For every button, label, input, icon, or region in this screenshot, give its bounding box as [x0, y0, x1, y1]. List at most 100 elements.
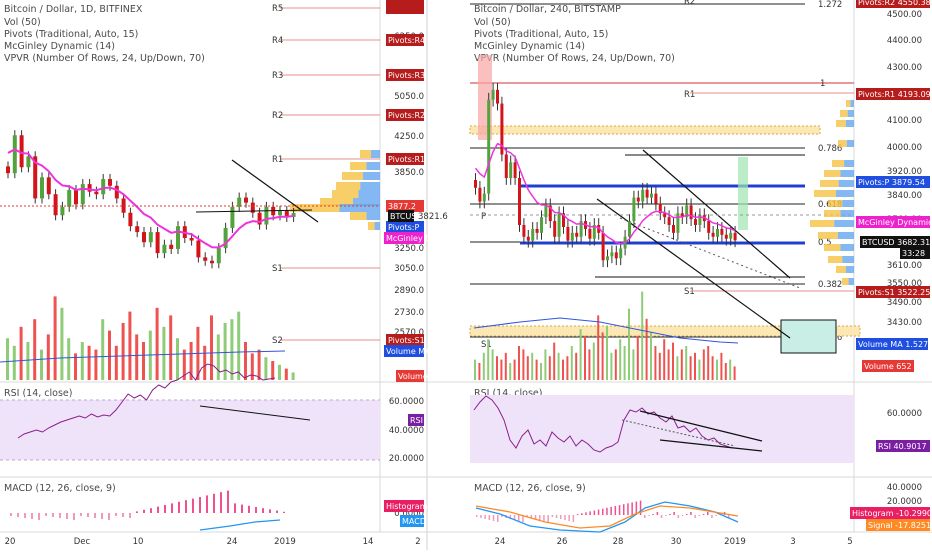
right-demand-zone: [469, 325, 861, 337]
right-macd-histogram-bar: [673, 512, 675, 515]
right-macd-histogram-bar: [589, 511, 591, 515]
right-macd-histogram-bar: [669, 514, 671, 515]
left-rsi-band: [0, 400, 380, 460]
right-candle: [641, 189, 645, 202]
right-volume-bar: [724, 363, 727, 380]
left-candle: [196, 240, 201, 258]
right-candle: [544, 205, 548, 218]
right-volume-bar: [504, 352, 507, 380]
right-candle: [518, 178, 521, 225]
left-time-tick: 20: [5, 537, 16, 547]
right-volume-bar: [592, 342, 595, 380]
right-signal-tag-bg: [866, 519, 930, 531]
left-vpvr-up-bar: [368, 222, 375, 230]
left-vpvr-up-bar: [336, 182, 361, 190]
left-volume-bar: [162, 326, 166, 380]
right-candle: [500, 103, 504, 155]
right-signal-tag: Signal -17.8251: [868, 521, 931, 530]
right-candle: [658, 203, 662, 214]
right-candle: [579, 221, 583, 237]
right-candle: [650, 193, 653, 198]
right-volume-bar: [645, 318, 648, 380]
right-vpvr-down-bar: [840, 210, 854, 217]
right-candle: [531, 228, 535, 241]
left-candle: [176, 226, 180, 249]
right-volume-bar: [535, 359, 538, 380]
left-macd-histogram-bar: [164, 505, 166, 513]
left-rsi-line: [17, 363, 276, 439]
right-supply-zone: [469, 125, 821, 135]
left-time-tick: 2: [415, 537, 420, 547]
left-volume-bar: [135, 334, 139, 380]
right-macd-histogram-bar: [702, 514, 705, 515]
right-rsi-label: RSI (14, close): [474, 388, 542, 399]
right-macd-histogram-bar: [648, 515, 650, 516]
left-indicator-vpvr: VPVR (Number Of Rows, 24, Up/Down, 70): [4, 53, 205, 64]
right-candle: [698, 215, 702, 225]
left-time-tick: 14: [363, 537, 374, 547]
left-vpvr-down-bar: [366, 162, 380, 170]
right-fib-label: 1: [820, 79, 825, 89]
right-countdown-tag: 33:28: [902, 249, 925, 258]
right-fib-label: 0.786: [818, 144, 842, 154]
right-macd-histogram-bar: [618, 505, 621, 515]
right-candle: [716, 228, 719, 237]
right-volume-bar: [685, 346, 688, 380]
left-pivot-tag: Pivots:R2: [388, 111, 425, 120]
left-candle: [284, 211, 289, 217]
right-volume-bar: [474, 359, 476, 380]
right-macd-histogram-bar: [488, 515, 491, 520]
right-vpvr-down-bar: [842, 256, 854, 263]
left-volume-bar: [278, 364, 281, 380]
left-candle: [203, 257, 208, 261]
right-macd-histogram-bar: [551, 515, 554, 517]
left-rsi-label: RSI (14, close): [4, 388, 72, 399]
right-volume-bar: [663, 339, 666, 380]
right-price-tick: 4500.00: [887, 10, 922, 20]
right-macd-histogram-bar: [576, 514, 579, 516]
left-price-tick: 5050.0: [394, 92, 424, 102]
right-macd-histogram-bar: [501, 515, 503, 517]
right-candle: [645, 189, 649, 198]
right-pivot-level-name: R1: [684, 90, 695, 100]
left-volume-bar: [46, 334, 50, 380]
right-price-tick: 4400.00: [887, 36, 922, 46]
right-indicator-vpvr: VPVR (Number Of Rows, 24, Up/Down, 70): [474, 53, 675, 64]
right-candle: [592, 225, 596, 239]
right-macd-histogram-bar: [484, 515, 486, 519]
right-volume-bar: [575, 352, 578, 380]
right-volume-bar: [513, 359, 516, 380]
right-candle: [482, 193, 486, 202]
left-rsi-tag: RSI: [410, 416, 423, 425]
left-pivot-tag-bg: [386, 109, 424, 121]
right-volume-bar: [579, 329, 582, 380]
right-macd-histogram-bar: [539, 515, 541, 520]
right-volume-bar: [650, 332, 652, 380]
right-macd-histogram-bar: [707, 512, 709, 515]
right-volume-tag: Volume 652: [864, 362, 912, 371]
right-time-tick: 2019: [724, 537, 746, 547]
right-candle: [540, 217, 543, 233]
right-macd-histogram-bar: [728, 515, 730, 518]
left-candle: [250, 202, 255, 213]
left-macd-histogram-tag-bg: [384, 500, 424, 512]
left-macd-histogram-bar: [255, 507, 257, 513]
right-pivot-p-tag-bg: [856, 176, 930, 188]
left-vpvr-down-bar: [358, 190, 380, 198]
right-macd-histogram-bar: [694, 515, 696, 518]
right-vpvr-up-bar: [836, 120, 846, 127]
left-candle: [33, 156, 38, 199]
right-vpvr-down-bar: [844, 160, 854, 167]
right-candle: [606, 256, 609, 261]
left-volume-bar: [271, 361, 275, 380]
right-vpvr-down-bar: [840, 170, 854, 177]
left-time-tick: 10: [133, 537, 144, 547]
left-vpvr-down-bar: [374, 222, 380, 230]
right-macd-histogram-bar: [581, 513, 583, 515]
left-indicator-pivots: Pivots (Traditional, Auto, 15): [4, 29, 138, 40]
right-volume-bar: [733, 366, 736, 380]
right-macd-histogram-bar: [606, 507, 608, 515]
right-vpvr-down-bar: [840, 244, 854, 251]
